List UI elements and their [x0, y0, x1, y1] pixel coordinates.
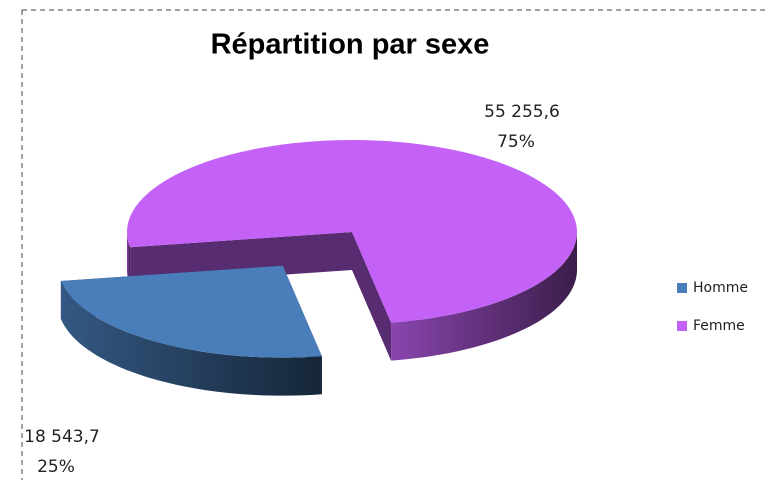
percent-label: 25% [37, 457, 75, 477]
legend-swatch [677, 321, 687, 331]
legend-swatch [677, 283, 687, 293]
value-label: 18 543,7 [24, 427, 100, 447]
value-label: 55 255,6 [484, 102, 560, 122]
pie [60, 139, 577, 396]
slice-wall [60, 280, 322, 396]
legend-label: Homme [693, 280, 748, 296]
slice-side [352, 232, 392, 361]
percent-label: 75% [497, 132, 535, 152]
legend: Homme Femme [677, 280, 748, 334]
slice-wall [391, 232, 577, 361]
chart-border [21, 9, 769, 480]
data-labels: 18 543,7 25% 55 255,6 75% [24, 102, 560, 477]
slice [127, 139, 577, 323]
slice-wall [127, 232, 131, 286]
legend-label: Femme [693, 318, 745, 334]
slice-side [130, 232, 352, 286]
slice [60, 265, 322, 358]
chart-title: Répartition par sexe [211, 29, 490, 61]
